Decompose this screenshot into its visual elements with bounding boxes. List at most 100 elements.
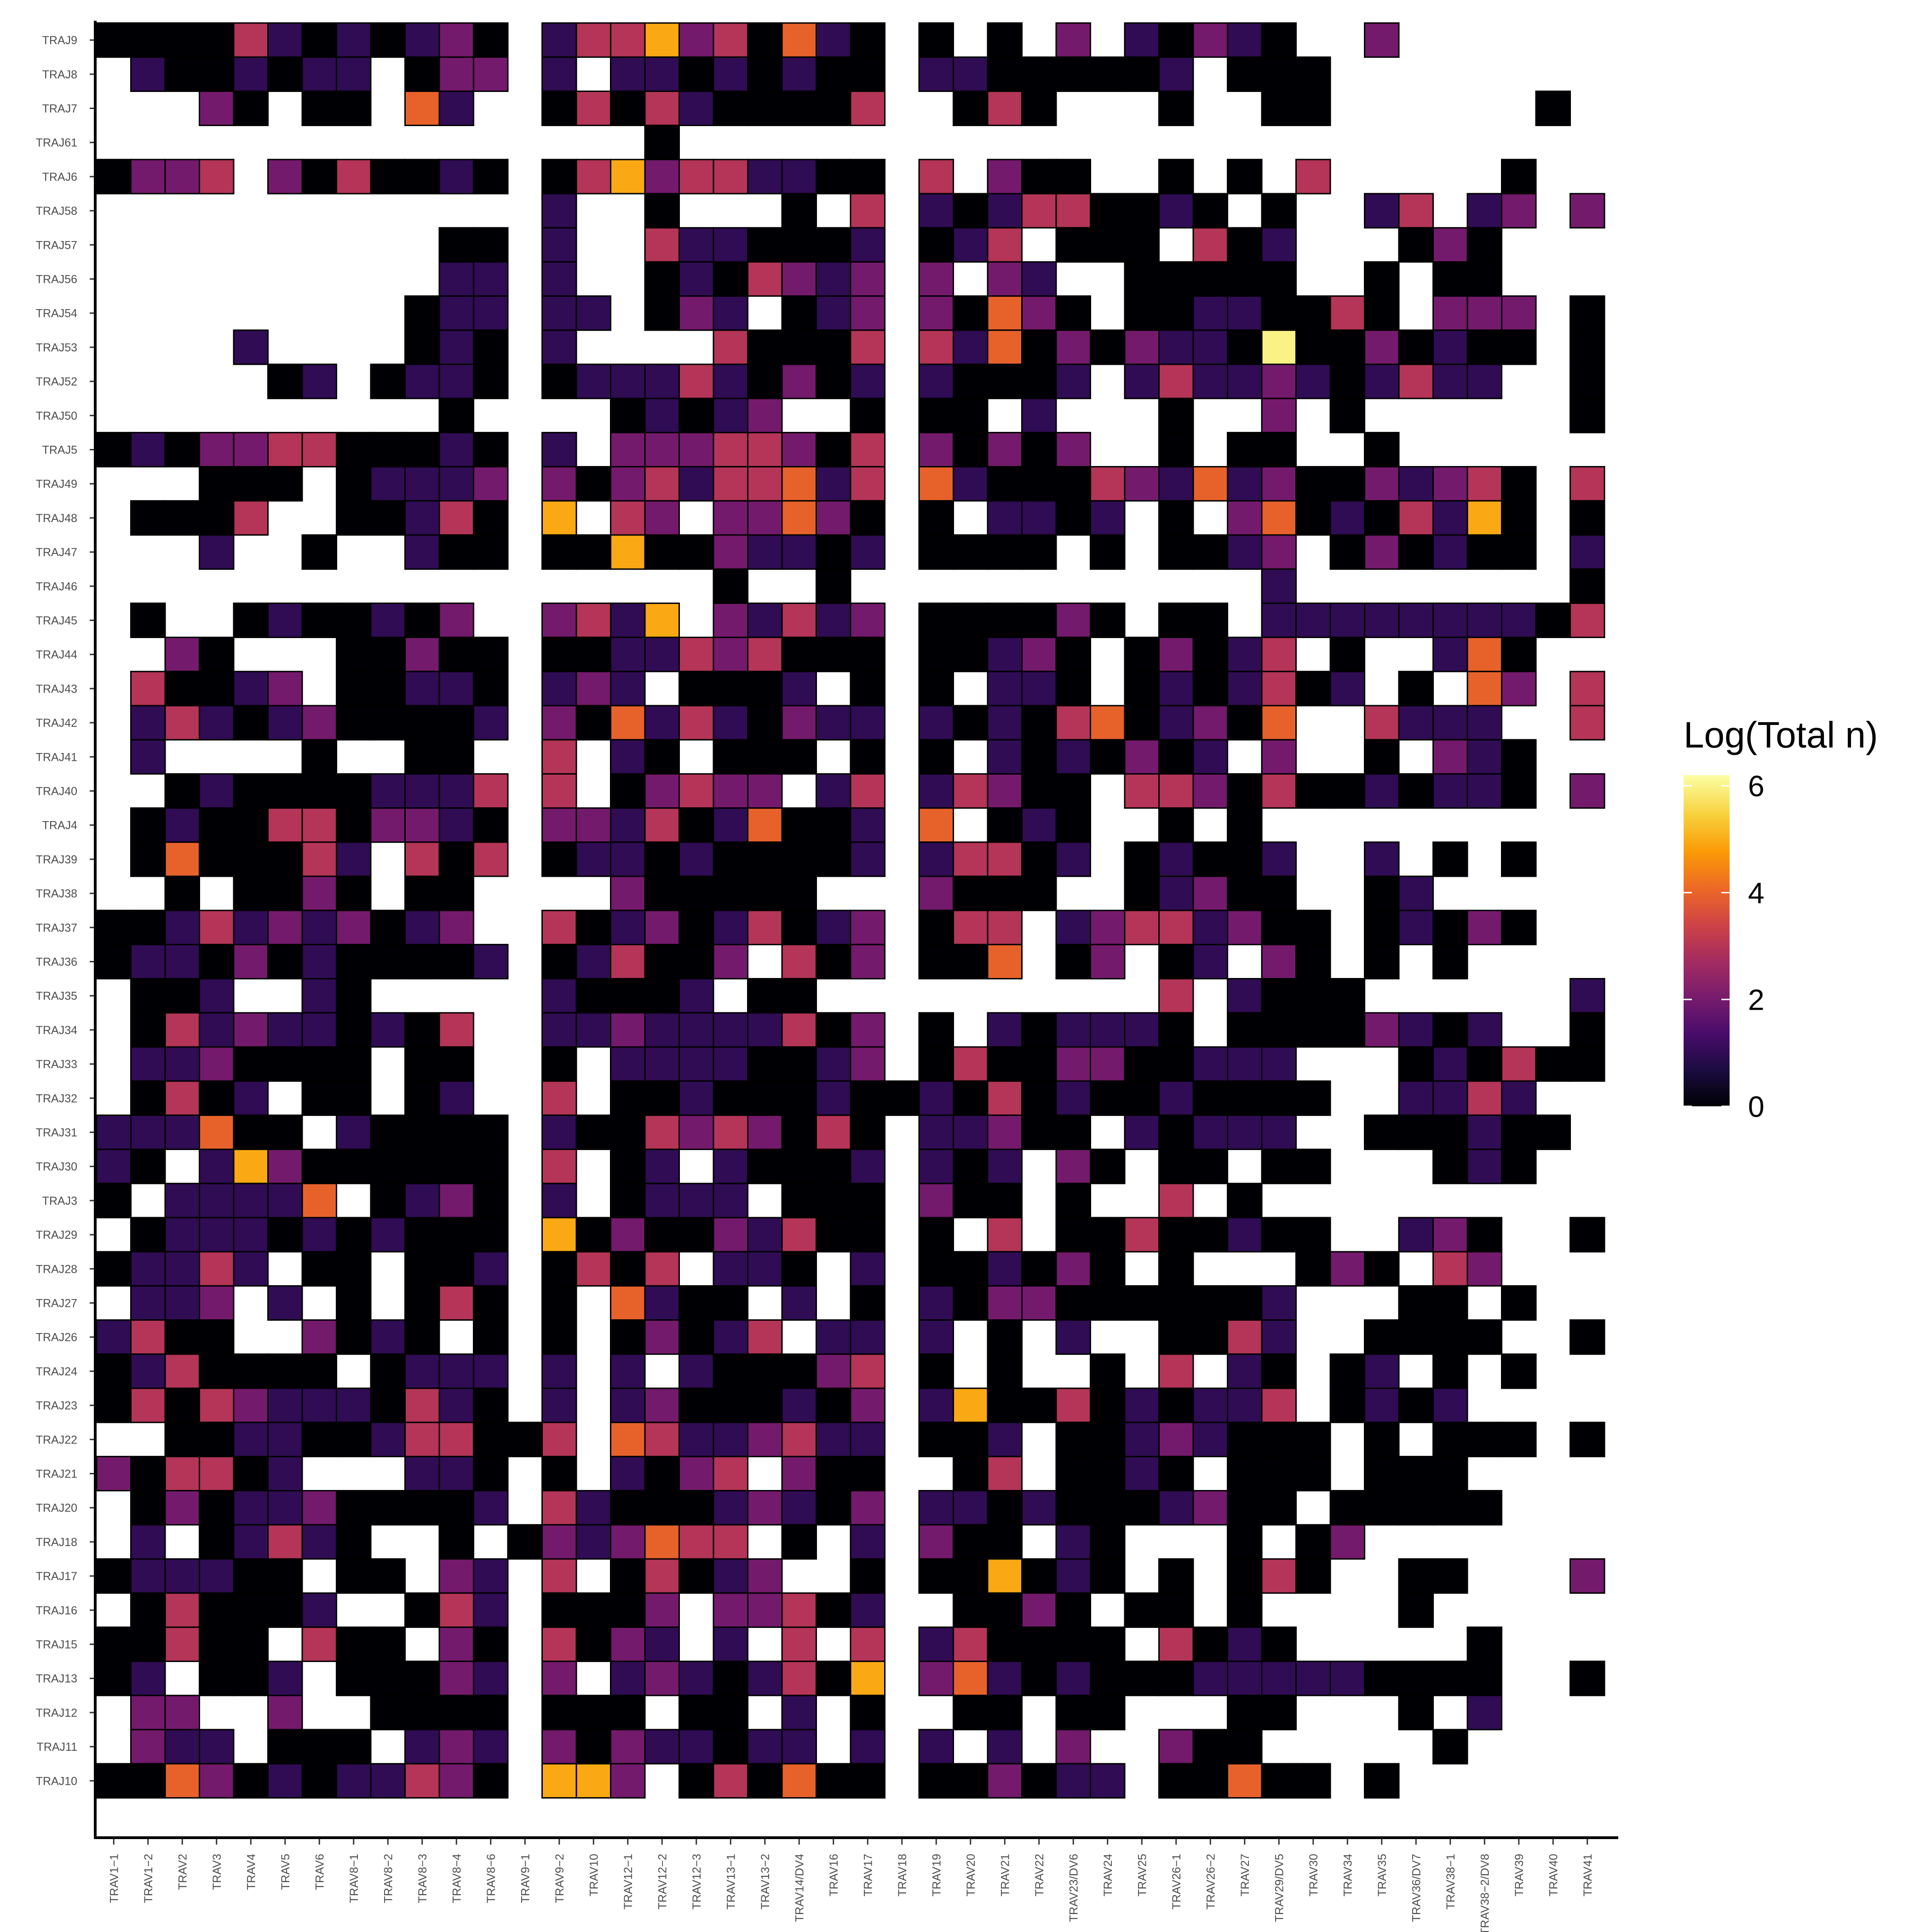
heatmap-cell: [267, 1149, 303, 1184]
heatmap-cell: [1124, 261, 1160, 297]
heatmap-cell: [404, 773, 440, 809]
heatmap-cell: [816, 22, 851, 58]
heatmap-cell: [987, 841, 1023, 877]
heatmap-cell: [1192, 363, 1228, 399]
heatmap-cell: [610, 1729, 646, 1765]
heatmap-cell: [987, 943, 1023, 980]
heatmap-cell: [1192, 1217, 1228, 1253]
x-tick-label: TRAV8−4: [450, 1854, 463, 1903]
y-tick-label: TRAJ40: [36, 785, 77, 798]
heatmap-cell: [267, 1285, 303, 1321]
heatmap-cell: [404, 909, 440, 945]
heatmap-cell: [233, 1455, 269, 1492]
heatmap-cell: [918, 1729, 954, 1765]
heatmap-cell: [918, 261, 954, 297]
heatmap-cell: [473, 22, 509, 58]
heatmap-cell: [1432, 1353, 1468, 1389]
heatmap-cell: [233, 1183, 269, 1219]
heatmap-cell: [816, 841, 851, 877]
heatmap-cell: [336, 1421, 372, 1457]
heatmap-cell: [713, 329, 748, 365]
heatmap-cell: [438, 1421, 474, 1457]
heatmap-cell: [781, 875, 817, 911]
heatmap-cell: [1432, 1149, 1468, 1184]
heatmap-cell: [1227, 1285, 1263, 1321]
heatmap-cell: [96, 1353, 132, 1389]
heatmap-cell: [438, 534, 474, 570]
heatmap-cell: [541, 1592, 577, 1628]
heatmap-cell: [336, 1285, 372, 1321]
heatmap-cell: [610, 671, 646, 707]
x-tick-label: TRAV38−2/DV8: [1478, 1854, 1491, 1932]
heatmap-cell: [713, 1217, 748, 1253]
heatmap-cell: [1329, 773, 1365, 809]
heatmap-cell: [1090, 1353, 1126, 1389]
heatmap-cell: [644, 841, 680, 877]
heatmap-cell: [164, 1626, 200, 1662]
heatmap-cell: [1466, 773, 1502, 809]
heatmap-cell: [987, 1695, 1023, 1731]
x-tick-label: TRAV12−2: [656, 1854, 669, 1909]
heatmap-cell: [1055, 1114, 1091, 1150]
heatmap-cell: [918, 671, 954, 707]
heatmap-cell: [918, 773, 954, 809]
heatmap-cell: [1398, 1319, 1434, 1355]
heatmap-cell: [1432, 943, 1468, 980]
heatmap-cell: [678, 227, 714, 263]
heatmap-cell: [1398, 466, 1434, 502]
x-tick-label: TRAV26−2: [1204, 1854, 1217, 1909]
heatmap-cell: [1261, 875, 1297, 911]
heatmap-cell: [96, 1319, 132, 1355]
heatmap-cell: [747, 1353, 783, 1389]
heatmap-cell: [1261, 329, 1297, 365]
x-tick-label: TRAV34: [1341, 1854, 1354, 1897]
heatmap-cell: [1501, 1285, 1537, 1321]
heatmap-cell: [781, 90, 817, 126]
heatmap-cell: [1398, 705, 1434, 741]
heatmap-cell: [1570, 363, 1605, 399]
heatmap-cell: [438, 431, 474, 468]
heatmap-cell: [1466, 295, 1502, 331]
heatmap-cell: [781, 909, 817, 945]
heatmap-cell: [1158, 1763, 1194, 1799]
heatmap-cell: [747, 1763, 783, 1799]
heatmap-cell: [918, 739, 954, 775]
heatmap-cell: [1090, 1251, 1126, 1287]
heatmap-cell: [438, 500, 474, 536]
heatmap-cell: [1158, 1046, 1194, 1082]
heatmap-cell: [747, 1114, 783, 1150]
heatmap-cell: [336, 431, 372, 468]
heatmap-cell: [1158, 159, 1194, 195]
y-tick-label: TRAJ58: [36, 205, 77, 218]
heatmap-cell: [747, 1012, 783, 1048]
heatmap-cell: [918, 22, 954, 58]
y-tick-label: TRAJ32: [36, 1092, 77, 1105]
heatmap-cell: [336, 1490, 372, 1526]
heatmap-cell: [164, 773, 200, 809]
heatmap-cell: [473, 227, 509, 263]
heatmap-cell: [987, 1592, 1023, 1628]
heatmap-cell: [1158, 1149, 1194, 1184]
heatmap-cell: [816, 329, 851, 365]
heatmap-cell: [987, 295, 1023, 331]
heatmap-cell: [541, 1217, 577, 1253]
heatmap-cell: [1261, 56, 1297, 92]
heatmap-cell: [1158, 1455, 1194, 1492]
heatmap-cell: [370, 637, 406, 673]
heatmap-cell: [610, 1558, 646, 1594]
heatmap-cell: [267, 1661, 303, 1696]
heatmap-cell: [541, 1046, 577, 1082]
heatmap-cell: [473, 841, 509, 877]
heatmap-cell: [781, 227, 817, 263]
heatmap-cell: [1364, 705, 1400, 741]
y-tick-label: TRAJ13: [36, 1673, 77, 1685]
heatmap-cell: [233, 841, 269, 877]
heatmap-cell: [1158, 671, 1194, 707]
heatmap-cell: [438, 602, 474, 638]
heatmap-cell: [678, 671, 714, 707]
heatmap-cell: [644, 1149, 680, 1184]
heatmap-cell: [747, 1149, 783, 1184]
heatmap-cell: [1158, 1080, 1194, 1116]
heatmap-cell: [850, 637, 886, 673]
heatmap-cell: [1158, 739, 1194, 775]
